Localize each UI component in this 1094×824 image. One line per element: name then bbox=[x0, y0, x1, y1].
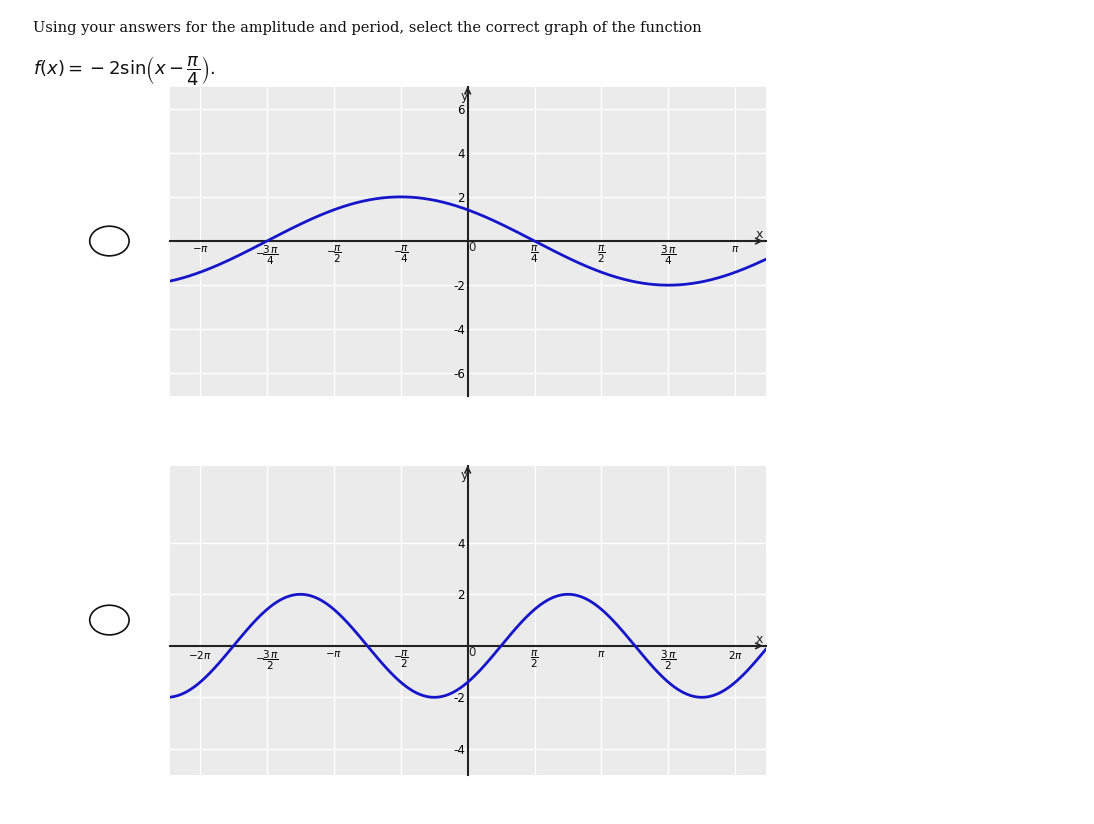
Text: 0: 0 bbox=[468, 241, 476, 254]
Text: Using your answers for the amplitude and period, select the correct graph of the: Using your answers for the amplitude and… bbox=[33, 21, 701, 35]
Text: x: x bbox=[756, 633, 763, 646]
Text: $f\left(x\right) = -2\sin\!\left(x - \dfrac{\pi}{4}\right).$: $f\left(x\right) = -2\sin\!\left(x - \df… bbox=[33, 54, 216, 87]
Text: x: x bbox=[756, 228, 763, 241]
Text: y: y bbox=[461, 469, 468, 482]
Text: 0: 0 bbox=[468, 646, 476, 659]
Text: y: y bbox=[461, 90, 468, 103]
